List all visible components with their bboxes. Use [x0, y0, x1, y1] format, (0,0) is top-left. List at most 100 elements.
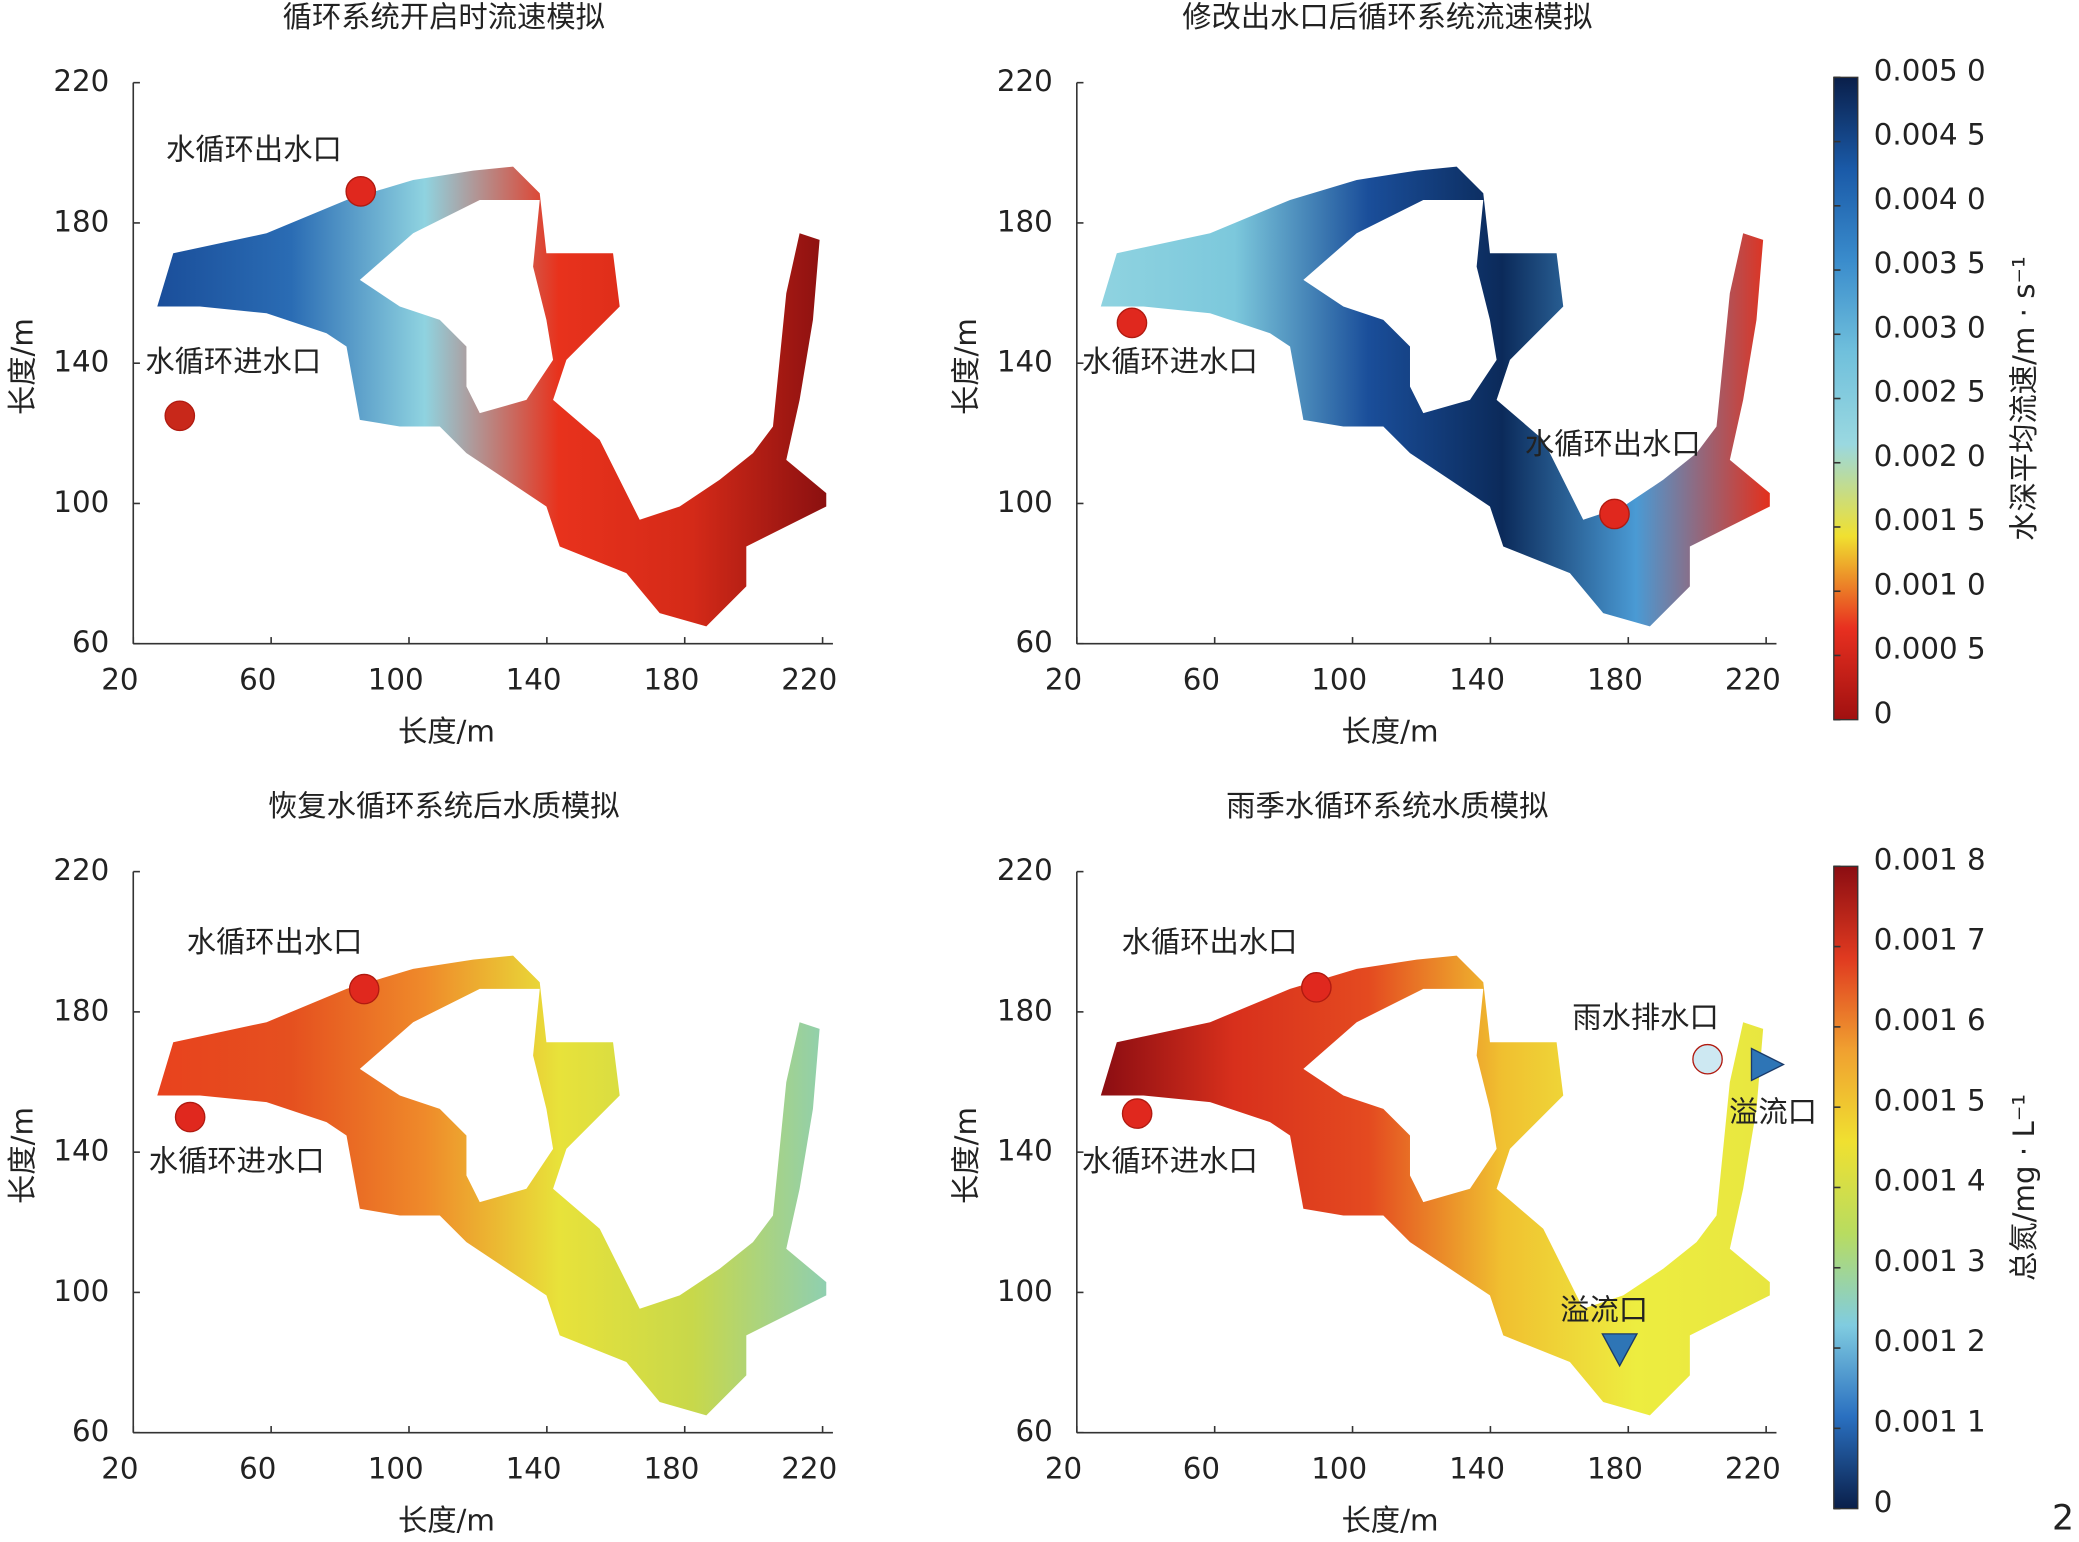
y-tick-label: 60: [1016, 625, 1053, 659]
y-tick-label: 140: [997, 1134, 1053, 1168]
colorbar-tick-label: 0.002 0: [1874, 439, 1986, 473]
annotation: 溢流口: [1560, 1293, 1648, 1327]
x-tick-label: 220: [1725, 663, 1781, 697]
marker: [1599, 498, 1630, 530]
x-tick-label: 100: [1311, 663, 1367, 697]
colorbar-tick-label: 0.004 0: [1874, 182, 1986, 216]
marker: [1601, 1333, 1639, 1368]
marker: [174, 1101, 206, 1133]
y-tick-label: 60: [72, 625, 109, 659]
y-tick-label: 60: [72, 1414, 109, 1448]
colorbar-tick-label: 0.001 0: [1874, 567, 1986, 601]
y-tick-label: 220: [997, 64, 1053, 98]
colorbar-tick-label: 0.001 7: [1874, 923, 1986, 957]
colorbar-tick-label: 0.001 4: [1874, 1164, 1986, 1198]
colorbar-tick-label: 0.004 5: [1874, 118, 1986, 152]
panel: 20 60 100 140 180 22060100140180220恢复水循环系统后水质…: [5, 789, 837, 1537]
x-tick-label: 180: [643, 663, 699, 697]
x-tick-label: 180: [643, 1451, 699, 1485]
x-axis-label: 长度/m: [398, 715, 495, 749]
annotation: 雨水排水口: [1572, 1000, 1718, 1034]
annotation: 水循环出水口: [187, 925, 363, 959]
chart-title: 雨季水循环系统水质模拟: [1226, 789, 1548, 823]
y-axis-label: 长度/m: [5, 1107, 39, 1204]
y-tick-label: 100: [997, 1274, 1053, 1308]
x-tick-label: 60: [239, 1451, 276, 1485]
colorbar-tick-label: 0.001 6: [1874, 1003, 1986, 1037]
y-axis-label: 长度/m: [949, 318, 983, 415]
marker: [348, 973, 380, 1005]
x-tick-label: 140: [1449, 663, 1505, 697]
annotation: 水循环进水口: [145, 345, 321, 379]
marker: [164, 400, 196, 432]
chart-title: 恢复水循环系统后水质模拟: [268, 789, 620, 823]
x-tick-label: 20: [101, 1451, 138, 1485]
annotation: 水循环出水口: [1122, 925, 1298, 959]
annotation: 水循环进水口: [149, 1144, 325, 1178]
x-tick-label: 20: [1045, 1451, 1082, 1485]
colorbar-tick-label: 0.002 5: [1874, 375, 1986, 409]
x-tick-label: 220: [1725, 1451, 1781, 1485]
x-tick-label: 140: [506, 663, 562, 697]
y-tick-label: 100: [53, 485, 109, 519]
x-axis-label: 长度/m: [1341, 715, 1438, 749]
annotation: 水循环进水口: [1082, 345, 1258, 379]
y-tick-label: 140: [997, 345, 1053, 379]
x-axis-label: 长度/m: [1341, 1503, 1438, 1537]
chart-title: 循环系统开启时流速模拟: [283, 0, 605, 34]
colorbar-label: 总氮/mg · L⁻¹: [2007, 1094, 2041, 1281]
page-number: 2: [2052, 1498, 2074, 1538]
x-tick-label: 220: [781, 1451, 837, 1485]
x-tick-label: 60: [1183, 663, 1220, 697]
colorbar-tick-label: 0: [1874, 1485, 1893, 1519]
flow-field: [157, 166, 827, 627]
y-tick-label: 100: [53, 1274, 109, 1308]
x-tick-label: 180: [1587, 1451, 1643, 1485]
x-tick-label: 220: [781, 663, 837, 697]
marker: [1750, 1047, 1785, 1082]
annotation: 水循环进水口: [1082, 1144, 1258, 1178]
x-tick-label: 140: [506, 1451, 562, 1485]
panel: 20 60 100 140 180 22060100140180220雨季水循环系统水质模…: [949, 789, 2041, 1537]
flow-field: [1100, 955, 1770, 1416]
y-tick-label: 60: [1016, 1414, 1053, 1448]
colorbar-tick-label: 0.000 5: [1874, 632, 1986, 666]
flow-field: [157, 955, 827, 1416]
x-tick-label: 100: [1311, 1451, 1367, 1485]
y-tick-label: 180: [997, 993, 1053, 1027]
marker: [1301, 972, 1332, 1003]
colorbar-tick-label: 0: [1874, 696, 1893, 730]
x-tick-label: 100: [368, 1451, 424, 1485]
annotation: 溢流口: [1729, 1095, 1817, 1129]
x-tick-label: 20: [1045, 663, 1082, 697]
y-tick-label: 140: [53, 345, 109, 379]
marker: [1121, 1098, 1153, 1129]
x-tick-label: 60: [239, 663, 276, 697]
y-tick-label: 100: [997, 485, 1053, 519]
colorbar-tick-label: 0.003 0: [1874, 310, 1986, 344]
y-tick-label: 220: [53, 64, 109, 98]
marker: [1692, 1043, 1723, 1075]
y-tick-label: 140: [53, 1134, 109, 1168]
colorbar-tick-label: 0.001 5: [1874, 1083, 1986, 1117]
marker: [345, 176, 377, 207]
colorbar-tick-label: 0.001 3: [1874, 1244, 1986, 1278]
annotation: 水循环出水口: [1525, 427, 1701, 461]
panel: 20 60 100 140 180 220 60 100 140 180 220 循环系统开启时流速模…: [5, 0, 837, 748]
annotation: 水循环出水口: [166, 133, 342, 167]
marker: [1116, 307, 1148, 339]
x-tick-label: 140: [1449, 1451, 1505, 1485]
x-tick-label: 20: [101, 663, 138, 697]
chart-title: 修改出水口后循环系统流速模拟: [1182, 0, 1592, 34]
x-tick-label: 180: [1587, 663, 1643, 697]
y-tick-label: 220: [997, 853, 1053, 887]
colorbar-tick-label: 0.003 5: [1874, 246, 1986, 280]
y-axis-label: 长度/m: [949, 1107, 983, 1204]
x-tick-label: 100: [368, 663, 424, 697]
flow-field: [1100, 166, 1770, 627]
y-axis-label: 长度/m: [5, 318, 39, 415]
colorbar-tick-label: 0.001 2: [1874, 1324, 1986, 1358]
y-tick-label: 180: [53, 993, 109, 1027]
